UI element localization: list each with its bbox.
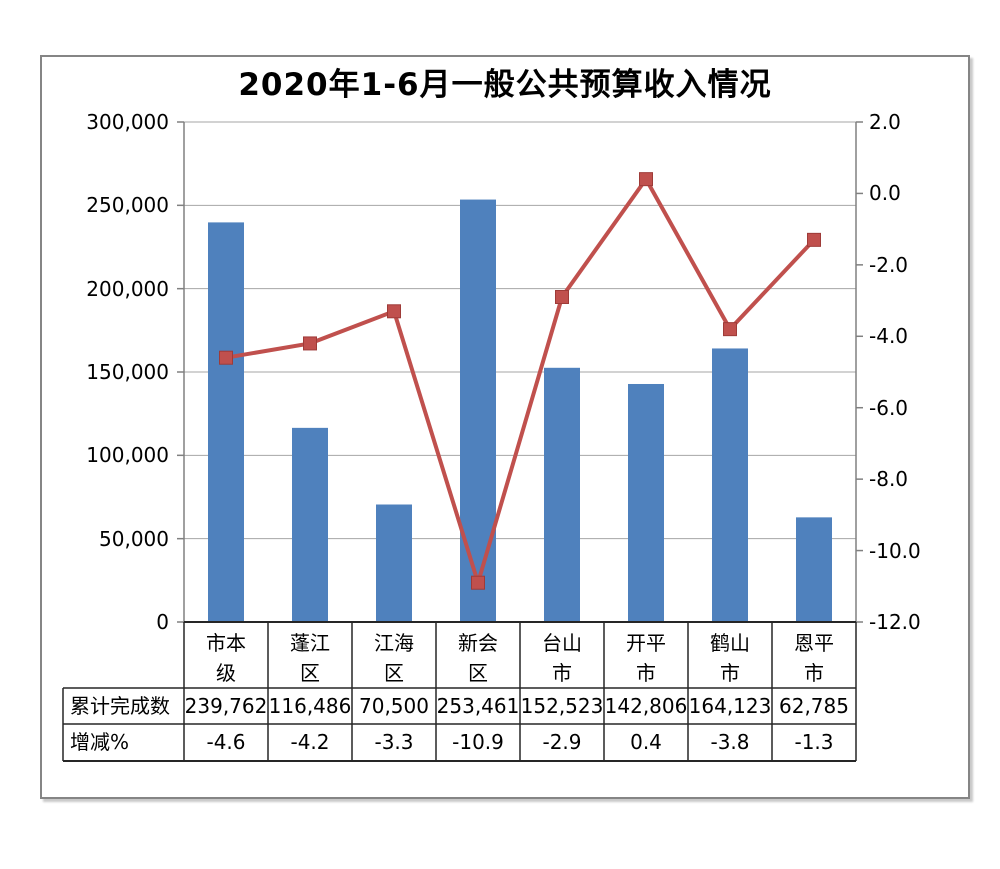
category-label-市本级: 市本级: [184, 628, 268, 688]
table-cell: 253,461: [436, 694, 520, 718]
line-marker-台山市: [555, 290, 569, 304]
chart-canvas: [62, 121, 863, 762]
category-label-恩平市: 恩平市: [772, 628, 856, 688]
table-cell: 70,500: [359, 694, 429, 718]
line-marker-江海区: [387, 304, 401, 319]
right-axis-label: -6.0: [869, 395, 909, 420]
category-label-鹤山市: 鹤山市: [688, 628, 772, 688]
right-axis-label: 2.0: [869, 110, 901, 134]
right-axis-label: -4.0: [869, 324, 909, 349]
left-axis-label: 250,000: [86, 193, 169, 218]
chart-title: 2020年1-6月一般公共预算收入情况: [238, 67, 772, 103]
left-axis-label: 100,000: [86, 443, 169, 468]
line-marker-蓬江区: [303, 336, 317, 351]
line-marker-市本级: [219, 350, 233, 365]
table-cell: -3.8: [710, 730, 750, 754]
bar-开平市: [628, 383, 664, 622]
category-label-line2: 市: [636, 661, 656, 685]
category-label-line1: 台山: [542, 631, 582, 655]
table-row-header-1: 累计完成数: [70, 694, 170, 718]
right-axis-label: -2.0: [869, 252, 909, 277]
category-label-line1: 恩平: [794, 631, 834, 655]
bar-恩平市: [796, 517, 832, 622]
category-label-line2: 市: [552, 661, 572, 685]
bar-江海区: [376, 504, 412, 622]
table-cell: 164,123: [688, 694, 772, 718]
bar-新会区: [460, 199, 496, 622]
table-cell: 152,523: [520, 694, 604, 718]
right-axis-label: 0.0: [869, 181, 901, 206]
table-cell: -4.6: [206, 730, 246, 754]
left-axis-label: 200,000: [86, 276, 169, 301]
category-label-line1: 鹤山: [710, 631, 750, 655]
left-axis-label: 300,000: [86, 110, 169, 134]
table-cell: -1.3: [794, 730, 834, 754]
bar-市本级: [208, 222, 244, 622]
category-label-line1: 蓬江: [290, 631, 330, 655]
category-label-line2: 级: [216, 661, 236, 685]
line-marker-恩平市: [807, 232, 821, 247]
category-label-新会区: 新会区: [436, 628, 520, 688]
table-cell: -3.3: [374, 730, 414, 754]
category-label-line2: 市: [804, 661, 824, 685]
category-label-开平市: 开平市: [604, 628, 688, 688]
right-axis-label: -12.0: [869, 610, 921, 634]
table-cell: 0.4: [630, 730, 662, 754]
left-axis-label: 150,000: [86, 360, 169, 384]
category-label-蓬江区: 蓬江区: [268, 628, 352, 688]
category-label-江海区: 江海区: [352, 628, 436, 688]
right-axis-label: -10.0: [869, 538, 921, 563]
category-label-line2: 市: [720, 661, 740, 685]
category-label-line1: 江海: [374, 631, 414, 655]
table-cell: -2.9: [542, 730, 582, 754]
table-row-header-2: 增减%: [70, 730, 130, 754]
table-cell: 116,486: [268, 694, 352, 718]
line-series: [225, 175, 816, 590]
category-label-line2: 区: [300, 661, 320, 685]
line-marker-鹤山市: [723, 322, 737, 337]
table-cell: -10.9: [452, 730, 504, 754]
category-label-line2: 区: [384, 661, 404, 685]
table-cell: -4.2: [290, 730, 330, 754]
category-label-line1: 市本: [206, 631, 246, 655]
chart-frame: 2020年1-6月一般公共预算收入情况 300,000 250,000 200,00…: [40, 55, 970, 799]
left-axis-label: 50,000: [99, 526, 169, 551]
right-axis-label: -8.0: [869, 467, 909, 492]
left-axis-label: 0: [156, 610, 169, 634]
bar-台山市: [544, 367, 580, 622]
line-marker-新会区: [471, 575, 485, 590]
table-cell: 142,806: [604, 694, 688, 718]
line-marker-开平市: [639, 172, 653, 187]
table-cell: 239,762: [184, 694, 268, 718]
category-label-台山市: 台山市: [520, 628, 604, 688]
category-label-line1: 开平: [626, 631, 666, 655]
category-label-line1: 新会: [458, 631, 498, 655]
bar-鹤山市: [712, 348, 748, 622]
table-cell: 62,785: [779, 694, 849, 718]
category-label-line2: 区: [468, 661, 488, 685]
bar-蓬江区: [292, 427, 328, 622]
